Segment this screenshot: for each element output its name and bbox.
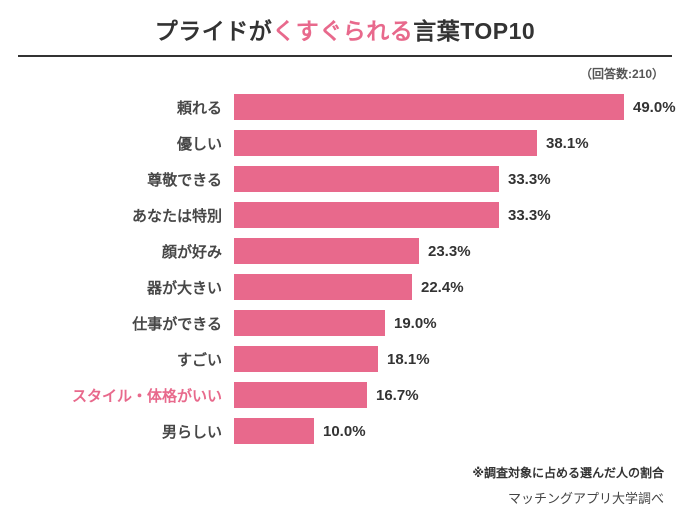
- page-title: プライドがくすぐられる言葉TOP10: [0, 0, 690, 46]
- bar-row: 男らしい 10.0%: [30, 418, 676, 444]
- category-label: 尊敬できる: [147, 171, 222, 189]
- bar-track: 22.4%: [234, 274, 676, 300]
- bar: [234, 274, 412, 300]
- bar-track: 10.0%: [234, 418, 676, 444]
- bar-row: 仕事ができる 19.0%: [30, 310, 676, 336]
- bar-chart: 頼れる 49.0% 優しい 38.1% 尊敬できる 33.3% あなたは特別 33.3% 顔が好…: [30, 94, 676, 444]
- chart-footer: ※調査対象に占める選んだ人の割合 マッチングアプリ大学調べ: [472, 464, 664, 507]
- value-label: 10.0%: [323, 422, 366, 440]
- title-prefix: プライドが: [154, 18, 273, 44]
- category-label: あなたは特別: [131, 207, 222, 225]
- bar: [234, 310, 385, 336]
- bar: [234, 382, 367, 408]
- title-suffix: 言葉TOP10: [413, 18, 536, 44]
- bar-row: 器が大きい 22.4%: [30, 274, 676, 300]
- category-label: 優しい: [176, 135, 222, 153]
- bar: [234, 166, 499, 192]
- bar-track: 23.3%: [234, 238, 676, 264]
- bar-track: 33.3%: [234, 166, 676, 192]
- value-label: 22.4%: [421, 278, 464, 296]
- bar-row: 優しい 38.1%: [30, 130, 676, 156]
- value-label: 33.3%: [508, 170, 551, 188]
- category-label: 男らしい: [161, 423, 222, 441]
- bar-track: 33.3%: [234, 202, 676, 228]
- category-label: すごい: [176, 351, 222, 369]
- bar-track: 18.1%: [234, 346, 676, 372]
- bar-row: 頼れる 49.0%: [30, 94, 676, 120]
- title-highlight: くすぐられる: [272, 18, 414, 44]
- response-count-note: （回答数:210）: [579, 67, 664, 81]
- bar-row: スタイル・体格がいい 16.7%: [30, 382, 676, 408]
- bar-row: すごい 18.1%: [30, 346, 676, 372]
- bar-track: 49.0%: [234, 94, 676, 120]
- source-credit: マッチングアプリ大学調べ: [507, 491, 664, 506]
- category-label: 顔が好み: [161, 243, 222, 261]
- chart-rows: 頼れる 49.0% 優しい 38.1% 尊敬できる 33.3% あなたは特別 33.3% 顔が好…: [30, 94, 676, 444]
- category-label: 頼れる: [176, 99, 222, 117]
- category-label: スタイル・体格がいい: [71, 387, 222, 405]
- value-label: 23.3%: [428, 242, 471, 260]
- bar-row: あなたは特別 33.3%: [30, 202, 676, 228]
- bar: [234, 202, 499, 228]
- bar: [234, 346, 378, 372]
- bar: [234, 238, 419, 264]
- bar-track: 38.1%: [234, 130, 676, 156]
- value-label: 18.1%: [387, 350, 430, 368]
- bar: [234, 418, 314, 444]
- value-label: 38.1%: [546, 134, 589, 152]
- bar-track: 16.7%: [234, 382, 676, 408]
- category-label: 器が大きい: [146, 279, 222, 297]
- bar-row: 尊敬できる 33.3%: [30, 166, 676, 192]
- bar-track: 19.0%: [234, 310, 676, 336]
- bar: [234, 94, 624, 120]
- value-label: 49.0%: [633, 98, 676, 116]
- value-label: 19.0%: [394, 314, 437, 332]
- footnote: ※調査対象に占める選んだ人の割合: [472, 466, 664, 480]
- title-divider: [18, 55, 672, 57]
- category-label: 仕事ができる: [132, 315, 222, 333]
- bar-row: 顔が好み 23.3%: [30, 238, 676, 264]
- bar: [234, 130, 537, 156]
- value-label: 33.3%: [508, 206, 551, 224]
- value-label: 16.7%: [376, 386, 419, 404]
